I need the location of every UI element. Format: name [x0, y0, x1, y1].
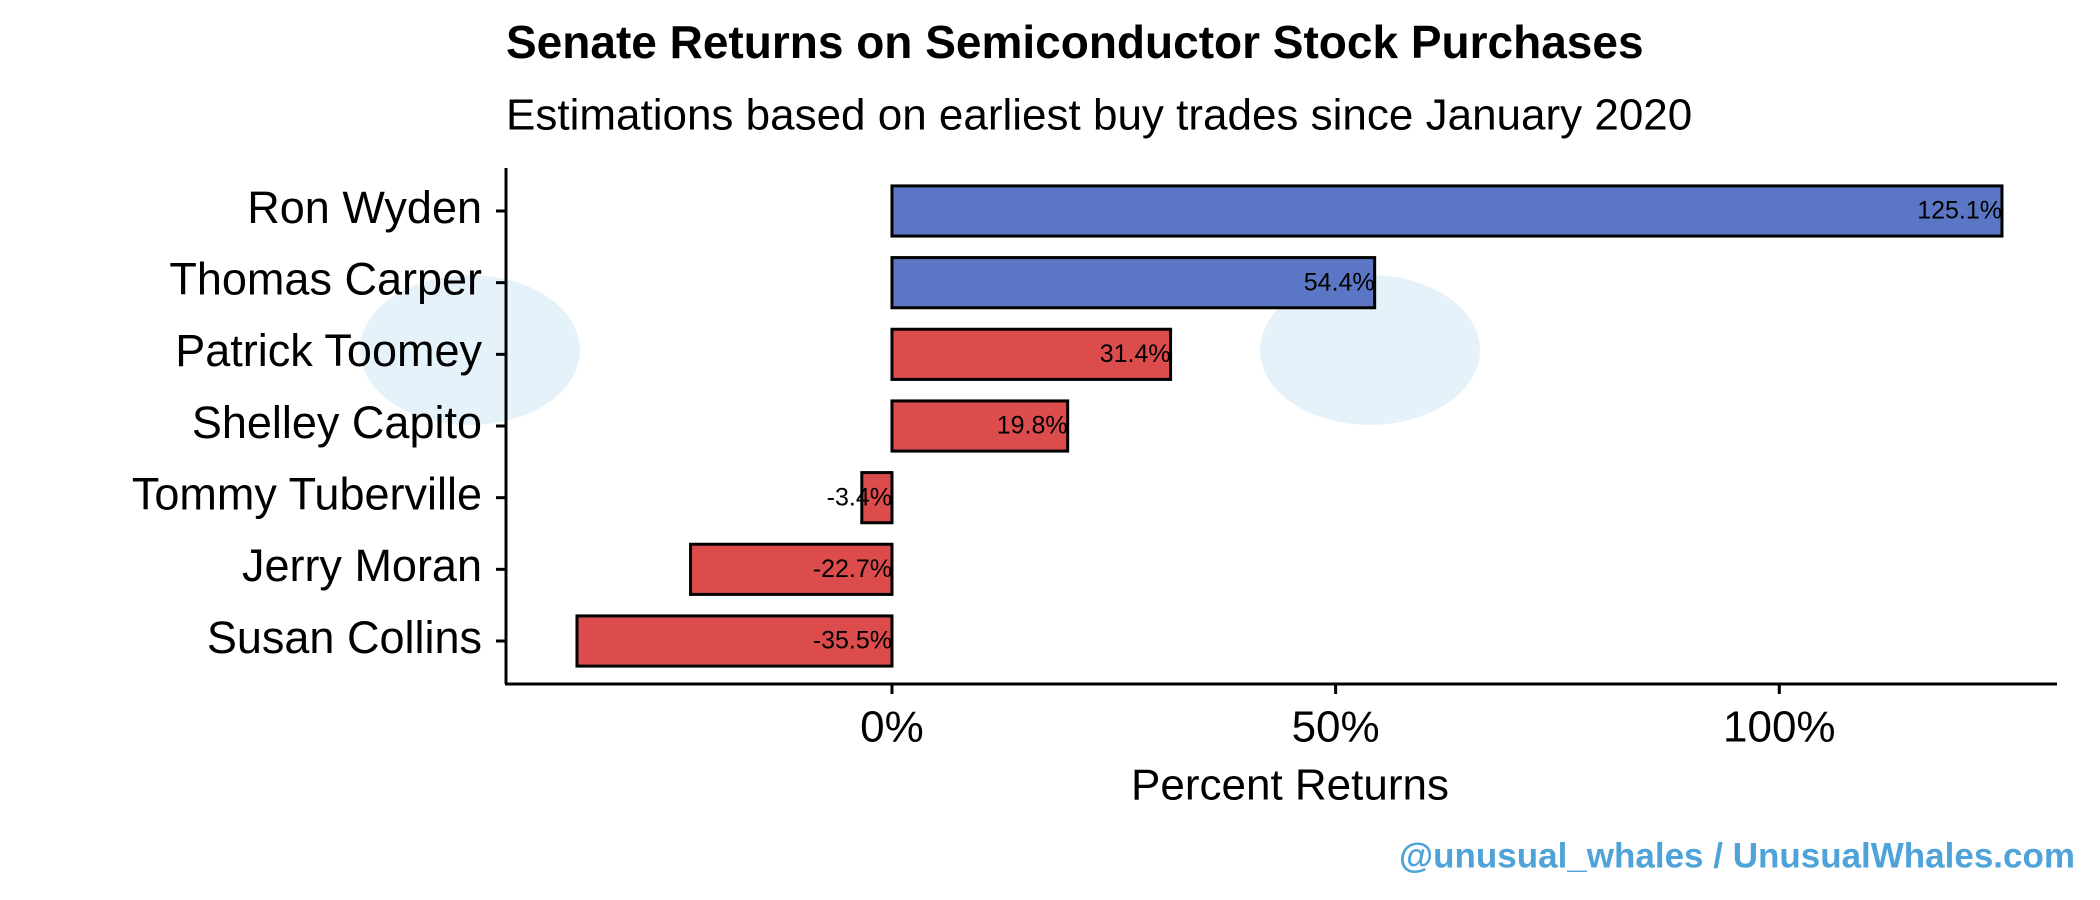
x-axis-title: Percent Returns: [1131, 761, 1449, 810]
bar: [890, 327, 1173, 381]
y-tick-label: Thomas Carper: [169, 254, 482, 305]
y-tick-label: Ron Wyden: [247, 182, 482, 233]
watermark-whales: [360, 275, 1480, 425]
value-label: 54.4%: [1304, 268, 1375, 296]
bar: [575, 614, 894, 668]
y-tick-label: Susan Collins: [207, 612, 482, 663]
y-tick-label: Shelley Capito: [192, 397, 482, 448]
bar: [689, 542, 894, 596]
y-tick-label: Tommy Tuberville: [132, 469, 482, 520]
caption: @unusual_whales / UnusualWhales.com: [1399, 836, 2075, 875]
value-label: -22.7%: [813, 555, 892, 583]
y-tick-label: Jerry Moran: [242, 540, 482, 591]
value-label: -35.5%: [813, 627, 892, 655]
bar: [890, 256, 1377, 310]
x-tick-label: 0%: [860, 703, 924, 752]
value-label: 19.8%: [997, 412, 1068, 440]
bar: [890, 399, 1070, 453]
chart-title: Senate Returns on Semiconductor Stock Pu…: [506, 16, 1644, 68]
bar: [890, 184, 2004, 238]
value-label: -3.4%: [827, 483, 892, 511]
value-label: 125.1%: [1917, 197, 2002, 225]
y-tick-label: Patrick Toomey: [175, 325, 482, 376]
bar: [860, 471, 894, 525]
x-tick-label: 50%: [1292, 703, 1380, 752]
chart-subtitle: Estimations based on earliest buy trades…: [506, 91, 1692, 140]
value-label: 31.4%: [1100, 340, 1171, 368]
x-tick-label: 100%: [1723, 703, 1836, 752]
